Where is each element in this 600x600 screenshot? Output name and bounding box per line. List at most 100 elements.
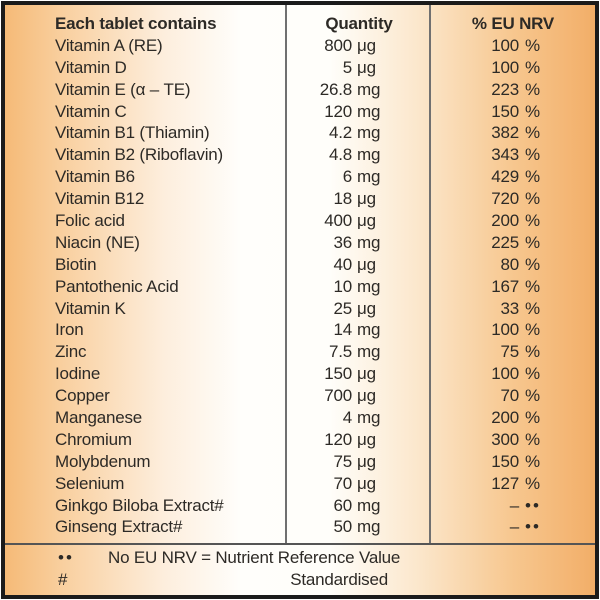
table-row: Chromium 120 μg 300% bbox=[5, 429, 595, 451]
nutrient-name: Vitamin B2 (Riboflavin) bbox=[55, 145, 223, 165]
nrv-value: 100 bbox=[491, 364, 519, 384]
quantity-value: 800 bbox=[324, 35, 352, 55]
quantity-cell: 120 μg bbox=[287, 429, 431, 451]
quantity-value: 10 bbox=[333, 276, 352, 296]
percent-sign: % bbox=[525, 364, 540, 384]
nrv-value: 429 bbox=[491, 167, 519, 187]
quantity-unit: mg bbox=[357, 79, 381, 99]
nrv-cell: 382% bbox=[431, 122, 595, 144]
nutrient-name: Selenium bbox=[55, 473, 125, 493]
quantity-unit: mg bbox=[357, 408, 381, 428]
percent-sign: % bbox=[525, 298, 540, 318]
nrv-value: 80 bbox=[500, 254, 519, 274]
quantity-unit: mg bbox=[357, 517, 381, 537]
nutrient-name: Iron bbox=[55, 320, 84, 340]
percent-sign: % bbox=[525, 101, 540, 121]
quantity-unit: μg bbox=[357, 211, 376, 231]
quantity-value: 60 bbox=[333, 495, 352, 515]
footer-separator-line bbox=[5, 543, 595, 545]
quantity-cell: 150 μg bbox=[287, 363, 431, 385]
quantity-cell: 25 μg bbox=[287, 298, 431, 320]
double-bullet-marker: •• bbox=[58, 548, 74, 567]
nrv-value: 225 bbox=[491, 232, 519, 252]
nrv-cell: 33% bbox=[431, 298, 595, 320]
quantity-value: 5 bbox=[342, 57, 352, 77]
quantity-unit: mg bbox=[357, 167, 381, 187]
nrv-cell: 223% bbox=[431, 79, 595, 101]
column-divider-1 bbox=[285, 5, 287, 543]
nutrient-name: Pantothenic Acid bbox=[55, 276, 179, 296]
footnote-row: # Standardised bbox=[5, 569, 595, 591]
quantity-value: 7.5 bbox=[328, 342, 352, 362]
nrv-cell: 225% bbox=[431, 232, 595, 254]
nrv-cell: 167% bbox=[431, 276, 595, 298]
table-row: Vitamin A (RE) 800 μg 100% bbox=[5, 35, 595, 57]
table-row: Iodine 150 μg 100% bbox=[5, 363, 595, 385]
quantity-cell: 70 μg bbox=[287, 473, 431, 495]
percent-sign: % bbox=[525, 79, 540, 99]
nrv-value: 33 bbox=[500, 298, 519, 318]
percent-sign: % bbox=[525, 408, 540, 428]
nrv-value: 100 bbox=[491, 320, 519, 340]
nutrition-table: Each tablet contains Quantity % EU NRV V… bbox=[5, 5, 595, 543]
header-contains: Each tablet contains bbox=[55, 14, 217, 33]
nutrient-name: Zinc bbox=[55, 342, 87, 362]
nrv-value: 223 bbox=[491, 79, 519, 99]
quantity-cell: 36 mg bbox=[287, 232, 431, 254]
header-quantity: Quantity bbox=[325, 14, 393, 33]
nrv-cell: – •• bbox=[431, 495, 595, 517]
nrv-value: – bbox=[509, 517, 519, 537]
quantity-unit: mg bbox=[357, 101, 381, 121]
nrv-cell: 200% bbox=[431, 407, 595, 429]
hash-marker: # bbox=[58, 570, 68, 589]
quantity-unit: mg bbox=[357, 123, 381, 143]
quantity-unit: μg bbox=[357, 57, 376, 77]
nrv-value: 150 bbox=[491, 101, 519, 121]
no-nrv-bullets: •• bbox=[525, 495, 541, 515]
nutrient-name: Vitamin B12 bbox=[55, 189, 145, 209]
quantity-unit: mg bbox=[357, 232, 381, 252]
nrv-cell: 100% bbox=[431, 363, 595, 385]
quantity-cell: 800 μg bbox=[287, 35, 431, 57]
table-row: Vitamin K 25 μg 33% bbox=[5, 298, 595, 320]
nrv-cell: 100% bbox=[431, 57, 595, 79]
quantity-value: 4.8 bbox=[328, 145, 352, 165]
table-row: Biotin 40 μg 80% bbox=[5, 254, 595, 276]
nutrient-name: Manganese bbox=[55, 408, 143, 428]
quantity-unit: μg bbox=[357, 298, 376, 318]
table-row: Vitamin B12 18 μg 720% bbox=[5, 188, 595, 210]
table-row: Vitamin B6 6 mg 429% bbox=[5, 166, 595, 188]
nrv-cell: 100% bbox=[431, 35, 595, 57]
nutrient-name: Vitamin B6 bbox=[55, 167, 135, 187]
quantity-unit: μg bbox=[357, 189, 376, 209]
quantity-cell: 120 mg bbox=[287, 101, 431, 123]
table-row: Zinc 7.5 mg 75% bbox=[5, 341, 595, 363]
quantity-cell: 75 μg bbox=[287, 451, 431, 473]
table-row: Iron 14 mg 100% bbox=[5, 319, 595, 341]
quantity-unit: mg bbox=[357, 145, 381, 165]
quantity-value: 36 bbox=[333, 232, 352, 252]
quantity-unit: μg bbox=[357, 386, 376, 406]
nrv-value: 100 bbox=[491, 35, 519, 55]
percent-sign: % bbox=[525, 189, 540, 209]
nutrient-name: Iodine bbox=[55, 364, 101, 384]
quantity-value: 25 bbox=[333, 298, 352, 318]
table-row: Molybdenum 75 μg 150% bbox=[5, 451, 595, 473]
footnote-text-nrv: No EU NRV = Nutrient Reference Value bbox=[108, 548, 401, 567]
table-row: Pantothenic Acid 10 mg 167% bbox=[5, 276, 595, 298]
percent-sign: % bbox=[525, 167, 540, 187]
quantity-unit: μg bbox=[357, 451, 376, 471]
nrv-value: 720 bbox=[491, 189, 519, 209]
percent-sign: % bbox=[525, 429, 540, 449]
nrv-value: 200 bbox=[491, 211, 519, 231]
quantity-cell: 60 mg bbox=[287, 495, 431, 517]
percent-sign: % bbox=[525, 145, 540, 165]
quantity-value: 40 bbox=[333, 254, 352, 274]
percent-sign: % bbox=[525, 211, 540, 231]
no-nrv-bullets: •• bbox=[525, 517, 541, 537]
table-row: Manganese 4 mg 200% bbox=[5, 407, 595, 429]
quantity-cell: 18 μg bbox=[287, 188, 431, 210]
percent-sign: % bbox=[525, 320, 540, 340]
quantity-unit: μg bbox=[357, 473, 376, 493]
